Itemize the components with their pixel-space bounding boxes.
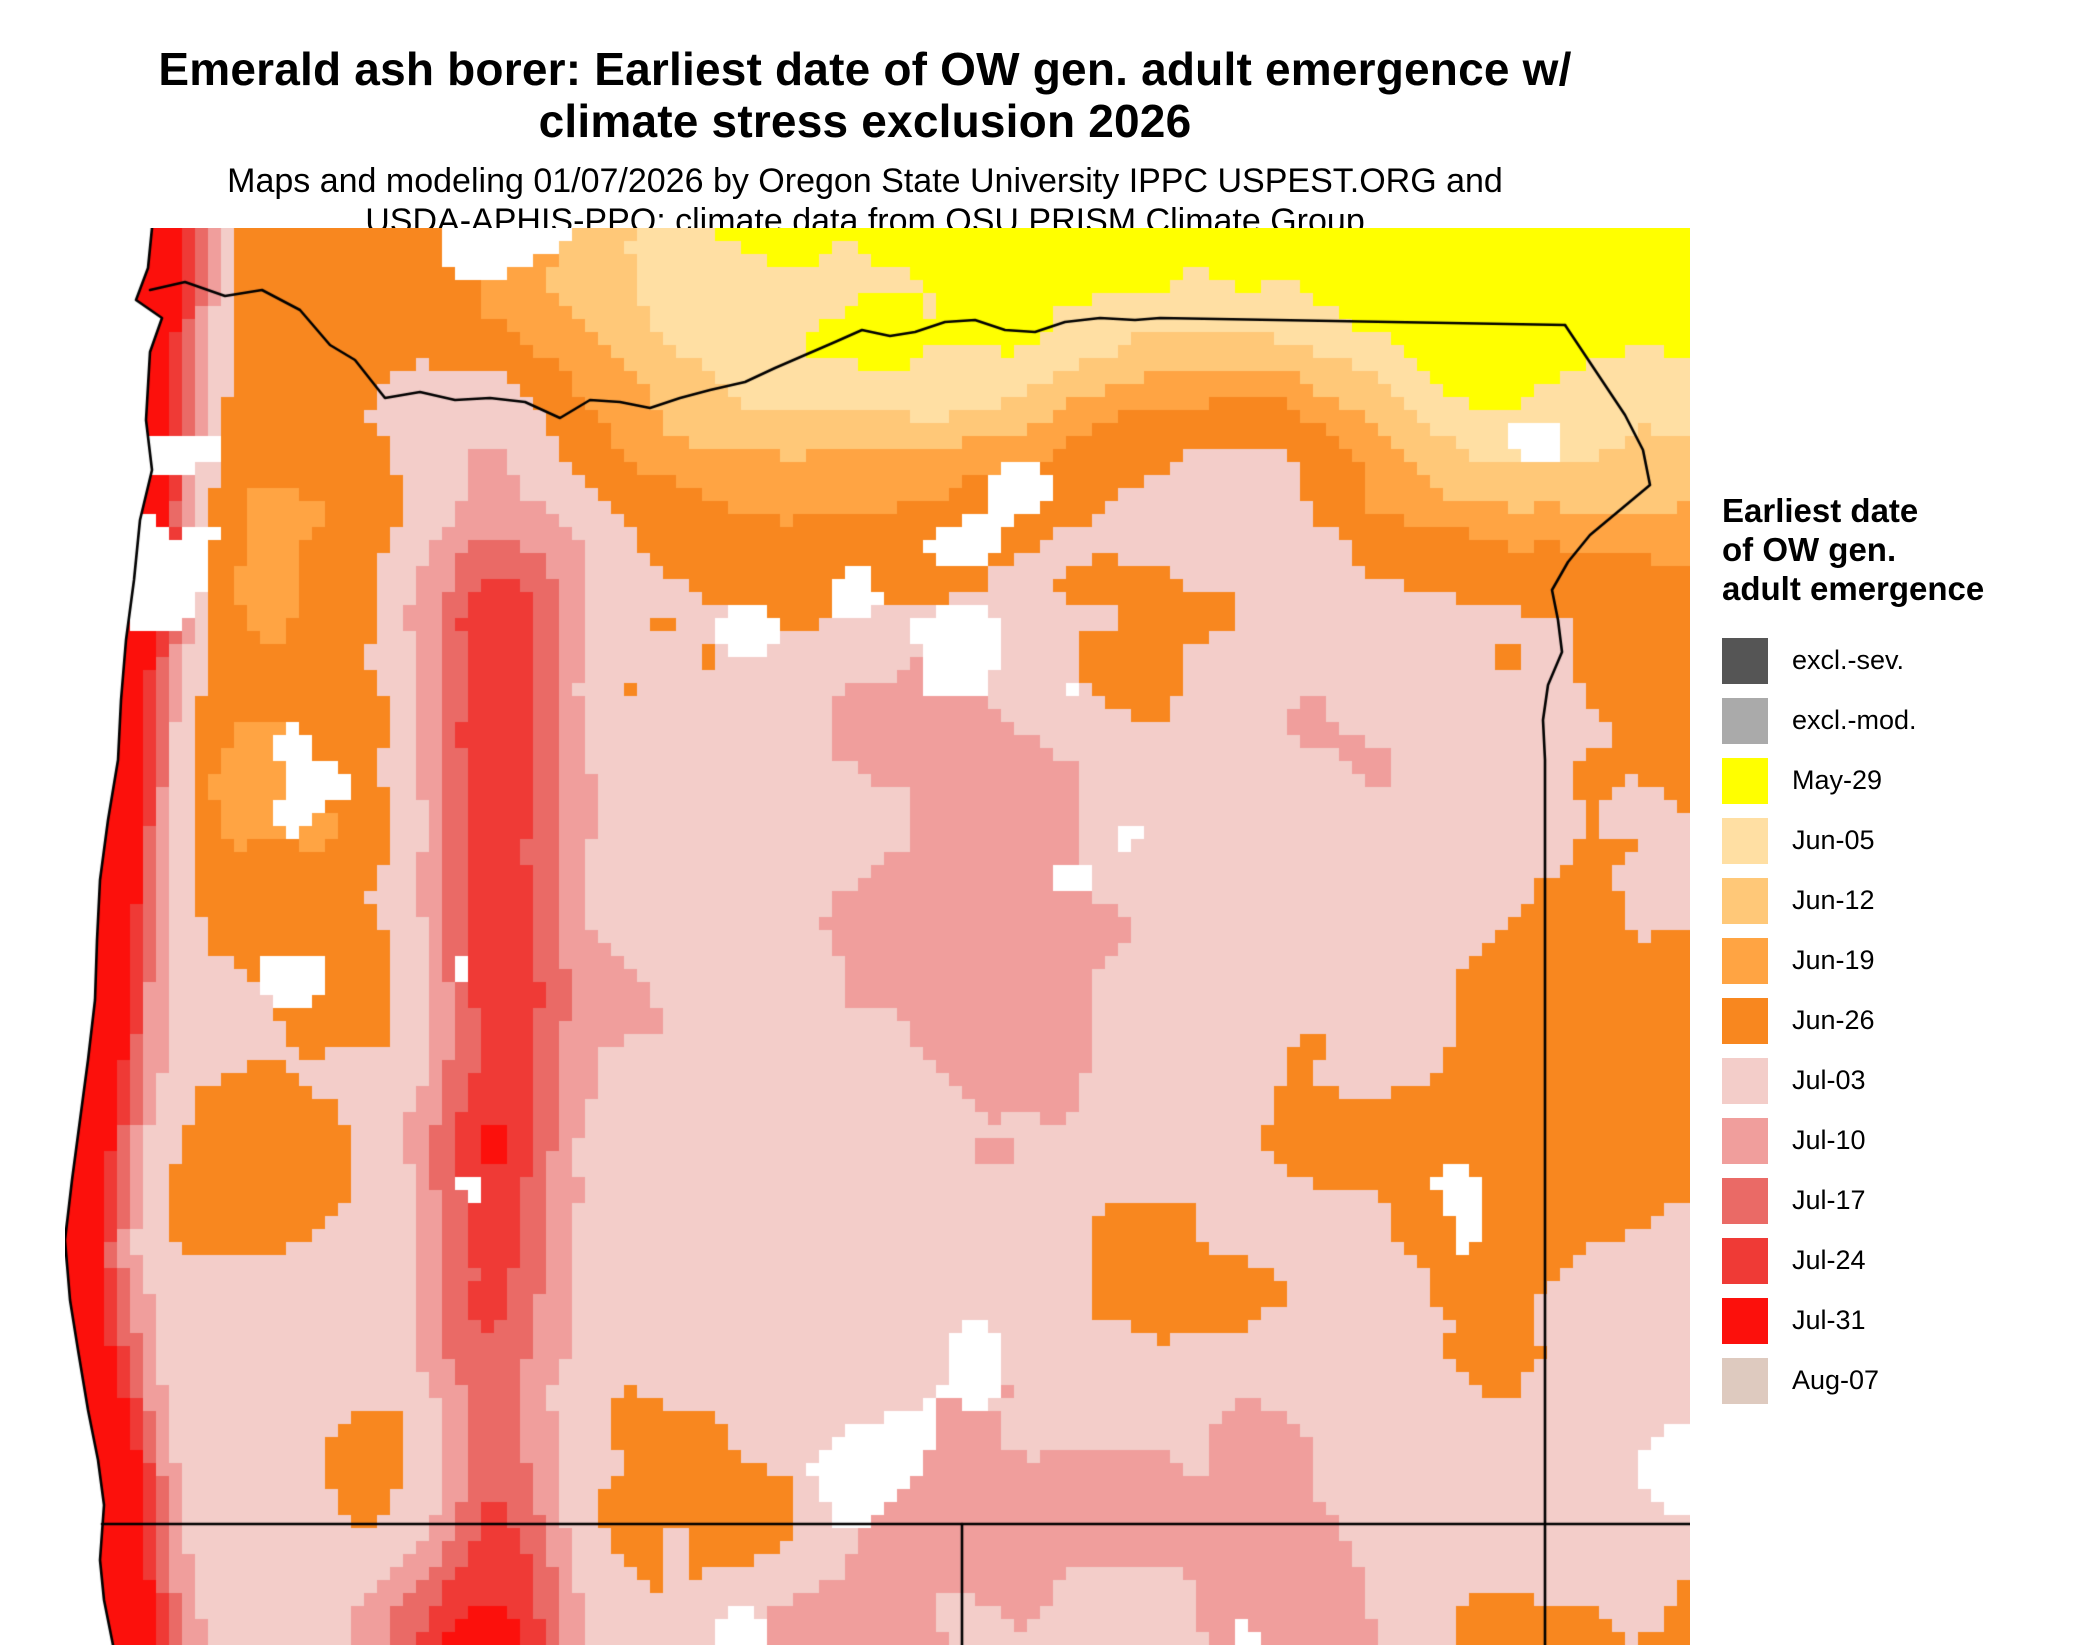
legend-item: Jul-17: [1722, 1171, 2092, 1231]
legend-swatch: [1722, 1057, 1768, 1104]
page-title-line2: climate stress exclusion 2026: [538, 94, 1192, 147]
legend-label: Jun-05: [1792, 825, 1875, 856]
legend-label: Jul-10: [1792, 1125, 1866, 1156]
legend-swatch: [1722, 997, 1768, 1044]
legend-item: excl.-mod.: [1722, 691, 2092, 751]
legend-label: Jun-19: [1792, 945, 1875, 976]
legend-items: excl.-sev. excl.-mod. May-29 Jun-05 Jun-12 Ju…: [1722, 631, 2092, 1411]
legend-item: Jun-05: [1722, 811, 2092, 871]
legend-label: excl.-mod.: [1792, 705, 1917, 736]
legend-title: Earliest date of OW gen. adult emergence: [1722, 492, 2092, 609]
legend-label: Jun-26: [1792, 1005, 1875, 1036]
legend-swatch: [1722, 1357, 1768, 1404]
legend: Earliest date of OW gen. adult emergence…: [1722, 492, 2092, 1411]
legend-item: Aug-07: [1722, 1351, 2092, 1411]
legend-item: May-29: [1722, 751, 2092, 811]
legend-label: May-29: [1792, 765, 1883, 796]
legend-label: Jul-31: [1792, 1305, 1866, 1336]
legend-item: Jul-03: [1722, 1051, 2092, 1111]
legend-label: Jun-12: [1792, 885, 1875, 916]
legend-swatch: [1722, 1297, 1768, 1344]
legend-swatch: [1722, 1237, 1768, 1284]
legend-item: Jul-24: [1722, 1231, 2092, 1291]
legend-label: Jul-17: [1792, 1185, 1866, 1216]
legend-item: Jun-19: [1722, 931, 2092, 991]
legend-swatch: [1722, 1177, 1768, 1224]
legend-swatch: [1722, 817, 1768, 864]
legend-swatch: [1722, 757, 1768, 804]
header: Emerald ash borer: Earliest date of OW g…: [0, 43, 1730, 241]
page-title: Emerald ash borer: Earliest date of OW g…: [0, 43, 1730, 147]
page-title-line1: Emerald ash borer: Earliest date of OW g…: [158, 43, 1572, 95]
legend-item: Jun-26: [1722, 991, 2092, 1051]
legend-item: Jul-31: [1722, 1291, 2092, 1351]
map: [65, 228, 1690, 1645]
legend-title-line: of OW gen.: [1722, 530, 1897, 568]
legend-label: Aug-07: [1792, 1365, 1880, 1396]
legend-title-line: adult emergence: [1722, 569, 1985, 607]
legend-label: excl.-sev.: [1792, 645, 1905, 676]
legend-item: excl.-sev.: [1722, 631, 2092, 691]
legend-swatch: [1722, 937, 1768, 984]
map-canvas: [65, 228, 1690, 1645]
page-subtitle-line1: Maps and modeling 01/07/2026 by Oregon S…: [227, 162, 1503, 201]
legend-label: Jul-03: [1792, 1065, 1866, 1096]
legend-item: Jun-12: [1722, 871, 2092, 931]
legend-swatch: [1722, 637, 1768, 684]
legend-swatch: [1722, 1117, 1768, 1164]
legend-swatch: [1722, 697, 1768, 744]
legend-swatch: [1722, 877, 1768, 924]
legend-label: Jul-24: [1792, 1245, 1866, 1276]
legend-title-line: Earliest date: [1722, 492, 1919, 529]
legend-item: Jul-10: [1722, 1111, 2092, 1171]
